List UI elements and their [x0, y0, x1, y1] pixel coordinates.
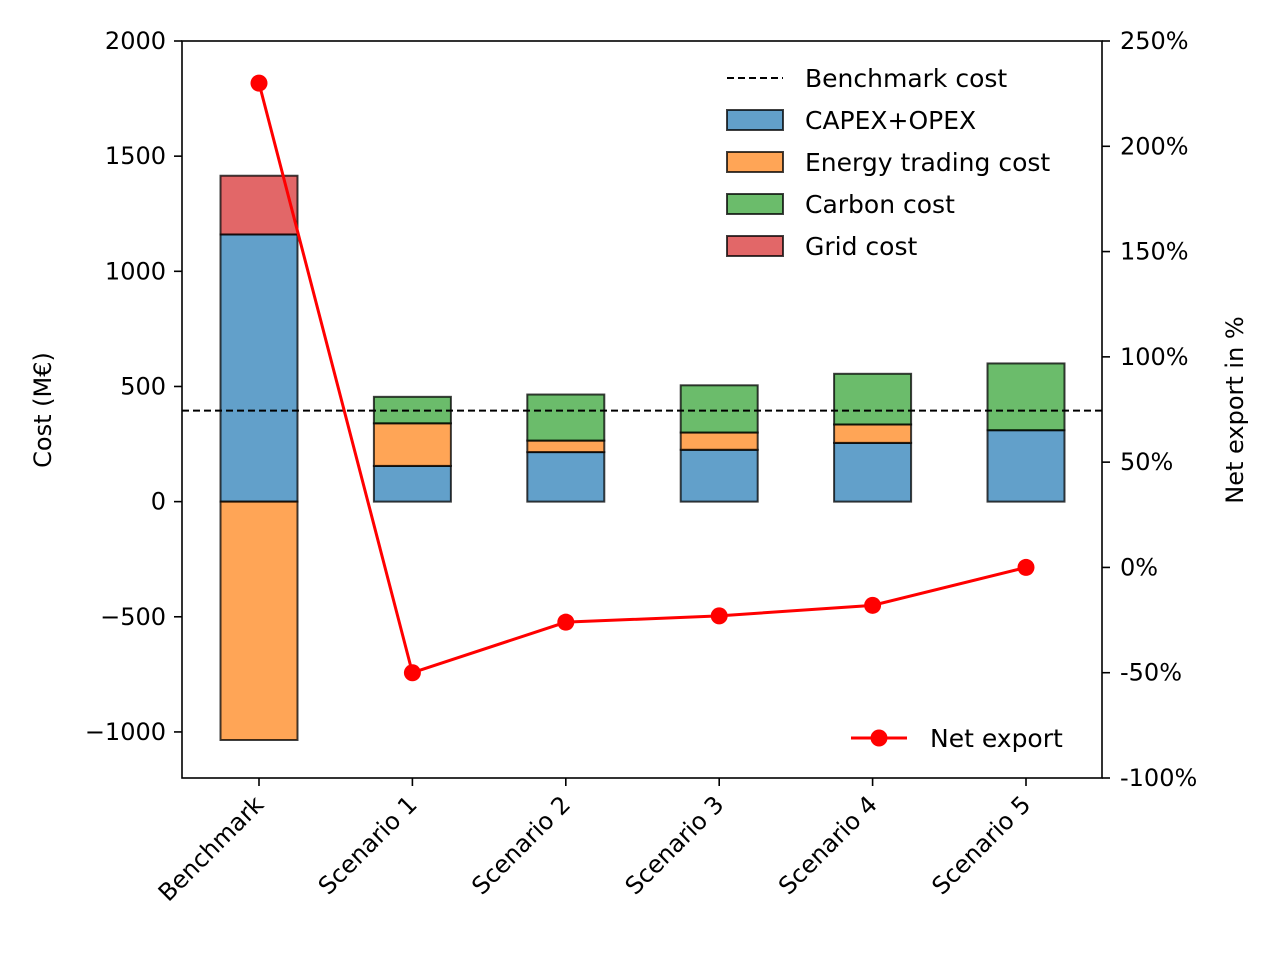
- y-tick-label: −1000: [85, 718, 166, 746]
- y2-tick-label: 250%: [1120, 27, 1189, 55]
- legend-swatch-capex-opex: [726, 109, 784, 131]
- y2-axis-title: Net export in %: [1221, 316, 1249, 503]
- bar-energy-trading-cost-0: [219, 500, 299, 741]
- bar-capex-opex-5: [986, 429, 1066, 503]
- legend-swatch-grid-cost: [726, 235, 784, 257]
- legend-label-capex-opex: CAPEX+OPEX: [805, 106, 976, 135]
- y2-tick-label: 50%: [1120, 448, 1173, 476]
- net-export-point-5: [1017, 558, 1035, 576]
- bar-capex-opex-0: [219, 233, 299, 503]
- y-tick-label: 500: [120, 372, 166, 400]
- y2-tick-label: 0%: [1120, 553, 1158, 581]
- y-tick-label: −500: [100, 603, 166, 631]
- bar-capex-opex-2: [526, 451, 606, 503]
- y-tick-label: 1500: [105, 142, 166, 170]
- y-tick-label: 0: [151, 488, 166, 516]
- bar-capex-opex-4: [833, 441, 913, 503]
- net-export-point-4: [864, 596, 882, 614]
- bar-capex-opex-1: [372, 464, 452, 503]
- x-tick-label: Scenario 1: [313, 790, 423, 900]
- legend-label-net-export: Net export: [930, 724, 1063, 753]
- bar-carbon-cost-2: [526, 393, 606, 442]
- y2-tick-label: -50%: [1120, 659, 1182, 687]
- legend-swatch-carbon-cost: [726, 193, 784, 215]
- net-export-point-1: [403, 664, 421, 682]
- y2-tick-label: 100%: [1120, 343, 1189, 371]
- x-tick-label: Scenario 3: [620, 790, 730, 900]
- bar-energy-trading-cost-1: [372, 422, 452, 467]
- bar-energy-trading-cost-2: [526, 439, 606, 454]
- y-tick-label: 2000: [105, 27, 166, 55]
- y2-tick-label: -100%: [1120, 764, 1197, 792]
- bar-carbon-cost-3: [679, 384, 759, 434]
- bars-layer: [219, 174, 1066, 741]
- legend-label-energy-trading-cost: Energy trading cost: [805, 148, 1050, 177]
- net-export-point-2: [557, 613, 575, 631]
- net-export-point-0: [250, 74, 268, 92]
- legend-label-grid-cost: Grid cost: [805, 232, 917, 261]
- net-export-line: [257, 82, 1027, 675]
- legend: Benchmark cost CAPEX+OPEX Energy trading c…: [726, 64, 1050, 261]
- bar-carbon-cost-4: [833, 372, 913, 426]
- y-axis-title: Cost (M€): [29, 352, 57, 468]
- bar-energy-trading-cost-4: [833, 423, 913, 444]
- net-export-legend: Net export: [851, 724, 1063, 753]
- legend-label-carbon-cost: Carbon cost: [805, 190, 955, 219]
- legend-label-benchmark-cost: Benchmark cost: [805, 64, 1007, 93]
- bar-carbon-cost-5: [986, 362, 1066, 432]
- x-tick-label: Scenario 2: [466, 790, 576, 900]
- y2-tick-label: 150%: [1120, 238, 1189, 266]
- net-export-line-layer: [250, 74, 1035, 682]
- bar-energy-trading-cost-3: [679, 431, 759, 451]
- net-export-point-3: [710, 607, 728, 625]
- legend-marker-net-export: [870, 729, 888, 747]
- x-tick-label: Scenario 5: [926, 790, 1036, 900]
- y-tick-label: 1000: [105, 257, 166, 285]
- x-tick-label: Benchmark: [153, 790, 270, 907]
- bar-capex-opex-3: [679, 448, 759, 503]
- y2-tick-label: 200%: [1120, 132, 1189, 160]
- legend-swatch-energy-trading-cost: [726, 151, 784, 173]
- plot-frame: [181, 40, 1103, 779]
- x-tick-label: Scenario 4: [773, 790, 883, 900]
